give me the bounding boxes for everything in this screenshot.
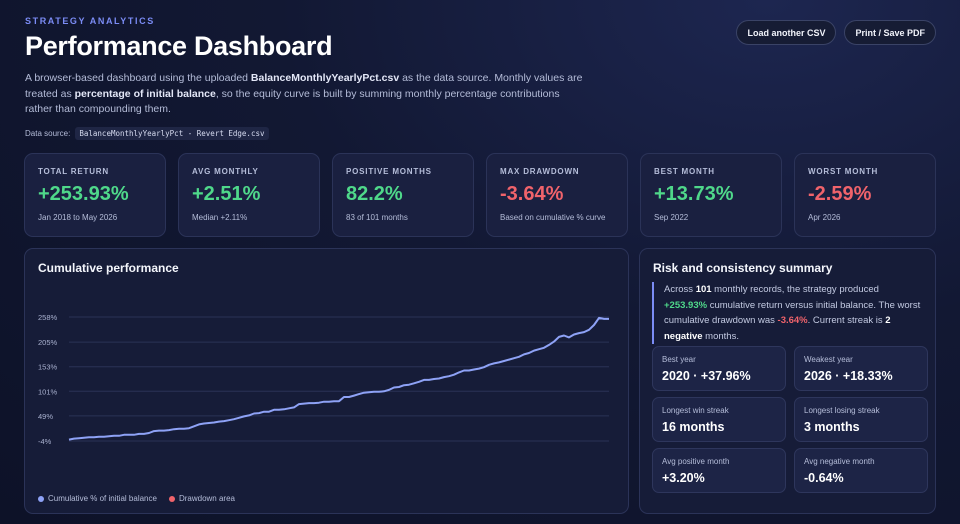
summary-text: cumulative return versus initial balance… bbox=[664, 299, 921, 327]
risk-stats-grid: Best year 2020 · +37.96% Weakest year 20… bbox=[652, 346, 928, 493]
kpi-value: -2.59% bbox=[808, 183, 872, 205]
desc-file-name: BalanceMonthlyYearlyPct.csv bbox=[250, 72, 400, 84]
summary-text: monthly records, the strategy produced bbox=[711, 284, 879, 295]
stat-label: Longest losing streak bbox=[804, 406, 880, 415]
risk-title: Risk and consistency summary bbox=[653, 261, 833, 275]
print-pdf-button[interactable]: Print / Save PDF bbox=[844, 20, 936, 45]
summary-text: . Current streak is bbox=[807, 315, 886, 326]
stat-value: -0.64% bbox=[804, 471, 844, 485]
kpi-total-return: TOTAL RETURN +253.93% Jan 2018 to May 20… bbox=[24, 153, 166, 237]
kpi-positive-months: POSITIVE MONTHS 82.2% 83 of 101 months bbox=[332, 153, 474, 237]
risk-summary-panel: Risk and consistency summary Across 101 … bbox=[639, 248, 936, 514]
stat-label: Avg negative month bbox=[804, 457, 875, 466]
kpi-value: +2.51% bbox=[192, 183, 261, 205]
kpi-avg-monthly: AVG MONTHLY +2.51% Median +2.11% bbox=[178, 153, 320, 237]
kpi-value: -3.64% bbox=[500, 183, 564, 205]
stat-label: Longest win streak bbox=[662, 406, 729, 415]
kpi-subtext: Based on cumulative % curve bbox=[500, 213, 606, 222]
desc-text-3: , so the equity curve is built by summin… bbox=[25, 87, 560, 116]
stat-weakest-year: Weakest year 2026 · +18.33% bbox=[794, 346, 928, 391]
y-tick-label: 101% bbox=[38, 387, 58, 396]
kpi-best-month: BEST MONTH +13.73% Sep 2022 bbox=[640, 153, 782, 237]
legend-item-cumulative[interactable]: Cumulative % of initial balance bbox=[38, 494, 157, 503]
kpi-subtext: Median +2.11% bbox=[192, 213, 248, 222]
stat-label: Best year bbox=[662, 355, 696, 364]
y-tick-label: 205% bbox=[38, 338, 58, 347]
kpi-subtext: Jan 2018 to May 2026 bbox=[38, 213, 118, 222]
data-source: Data source: BalanceMonthlyYearlyPct - R… bbox=[25, 126, 625, 140]
desc-text-1: A browser-based dashboard using the uplo… bbox=[25, 72, 251, 84]
kpi-label: POSITIVE MONTHS bbox=[346, 167, 432, 176]
chart-legend: Cumulative % of initial balance Drawdown… bbox=[38, 494, 235, 503]
stat-value: 3 months bbox=[804, 420, 860, 434]
header-actions: Load another CSV Print / Save PDF bbox=[736, 20, 936, 45]
kpi-row: TOTAL RETURN +253.93% Jan 2018 to May 20… bbox=[24, 153, 936, 237]
stat-value: 16 months bbox=[662, 420, 725, 434]
stat-label: Weakest year bbox=[804, 355, 853, 364]
risk-summary-text: Across 101 monthly records, the strategy… bbox=[652, 282, 924, 344]
page-header: STRATEGY ANALYTICS Performance Dashboard… bbox=[25, 16, 625, 140]
kpi-value: 82.2% bbox=[346, 183, 403, 205]
kpi-label: TOTAL RETURN bbox=[38, 167, 109, 176]
y-tick-label: 49% bbox=[38, 412, 53, 421]
summary-streak: 2 negative bbox=[664, 315, 891, 342]
legend-item-drawdown[interactable]: Drawdown area bbox=[168, 494, 235, 503]
data-source-label: Data source: bbox=[25, 128, 71, 138]
data-source-file: BalanceMonthlyYearlyPct - Revert Edge.cs… bbox=[75, 126, 269, 140]
stat-longest-losing-streak: Longest losing streak 3 months bbox=[794, 397, 928, 442]
summary-text: Across bbox=[664, 284, 696, 295]
y-tick-label: 258% bbox=[38, 313, 58, 322]
cumulative-series-line[interactable] bbox=[68, 316, 609, 441]
kpi-worst-month: WORST MONTH -2.59% Apr 2026 bbox=[794, 153, 936, 237]
desc-bold-text: percentage of initial balance bbox=[74, 87, 216, 100]
kpi-label: BEST MONTH bbox=[654, 167, 715, 176]
chart-title: Cumulative performance bbox=[38, 261, 179, 275]
stat-value: 2020 · +37.96% bbox=[662, 369, 751, 383]
cumulative-performance-panel: Cumulative performance -4% 49% 101% 153% 205… bbox=[24, 248, 629, 514]
kpi-value: +253.93% bbox=[38, 183, 129, 205]
eyebrow-label: STRATEGY ANALYTICS bbox=[25, 16, 155, 26]
legend-label: Drawdown area bbox=[178, 494, 235, 503]
kpi-max-drawdown: MAX DRAWDOWN -3.64% Based on cumulative … bbox=[486, 153, 628, 237]
summary-text: months. bbox=[702, 330, 739, 342]
kpi-subtext: Sep 2022 bbox=[654, 213, 689, 222]
legend-dot-icon bbox=[38, 495, 44, 502]
page-description: A browser-based dashboard using the uplo… bbox=[25, 71, 585, 118]
legend-label: Cumulative % of initial balance bbox=[48, 494, 157, 503]
kpi-value: +13.73% bbox=[654, 183, 734, 205]
kpi-label: MAX DRAWDOWN bbox=[500, 167, 580, 176]
stat-longest-win-streak: Longest win streak 16 months bbox=[652, 397, 786, 442]
page-title: Performance Dashboard bbox=[25, 31, 333, 61]
load-csv-button[interactable]: Load another CSV bbox=[736, 20, 837, 45]
summary-return: +253.93% bbox=[664, 299, 708, 311]
desc-text-2: as the data source. Monthly values are t… bbox=[25, 72, 583, 100]
stat-value: 2026 · +18.33% bbox=[804, 369, 893, 383]
stat-label: Avg positive month bbox=[662, 457, 730, 466]
stat-avg-positive-month: Avg positive month +3.20% bbox=[652, 448, 786, 493]
y-tick-label: -4% bbox=[38, 437, 52, 446]
summary-records: 101 bbox=[695, 284, 712, 295]
stat-avg-negative-month: Avg negative month -0.64% bbox=[794, 448, 928, 493]
summary-drawdown: -3.64% bbox=[777, 315, 808, 326]
kpi-label: AVG MONTHLY bbox=[192, 167, 259, 176]
kpi-subtext: 83 of 101 months bbox=[346, 213, 408, 222]
legend-dot-icon bbox=[168, 495, 175, 502]
stat-best-year: Best year 2020 · +37.96% bbox=[652, 346, 786, 391]
kpi-label: WORST MONTH bbox=[808, 167, 879, 176]
cumulative-chart: -4% 49% 101% 153% 205% 258% bbox=[38, 313, 609, 446]
kpi-subtext: Apr 2026 bbox=[808, 213, 841, 222]
y-tick-label: 153% bbox=[38, 363, 58, 372]
stat-value: +3.20% bbox=[662, 471, 705, 485]
